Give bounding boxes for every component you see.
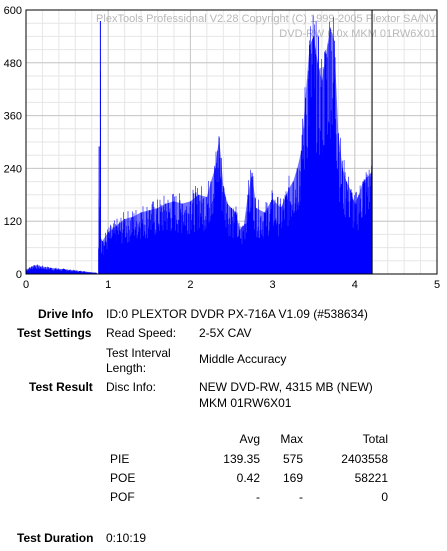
y-tick-label: 480 <box>4 58 22 70</box>
interval-label-line-1: Test Interval <box>106 346 171 360</box>
x-tick-label: 0 <box>23 279 29 291</box>
pie-chart: PlexTools Professional V2.28 Copyright (… <box>4 5 440 291</box>
stats-row-avg: - <box>256 490 260 504</box>
stats-header-total: Total <box>362 432 388 446</box>
stats-row-name: PIE <box>110 452 130 466</box>
disc-info-line-2: MKM 01RW6X01 <box>199 396 292 410</box>
test-duration-label: Test Duration <box>17 531 94 545</box>
y-tick-label: 240 <box>4 163 22 175</box>
interval-label-line-2: Length: <box>106 361 147 375</box>
drive-info-value: ID:0 PLEXTOR DVDR PX-716A V1.09 (#538634… <box>106 307 368 321</box>
stats-row-total: 2403558 <box>341 452 388 466</box>
test-duration-value: 0:10:19 <box>106 531 147 545</box>
y-axis: 0 120 240 360 480 600 <box>4 5 22 281</box>
stats-row-name: POE <box>110 471 136 485</box>
read-speed-value: 2-5X CAV <box>199 326 252 340</box>
disc-info-line-1: NEW DVD-RW, 4315 MB (NEW) <box>199 380 373 394</box>
stats-row-total: 58221 <box>354 471 388 485</box>
stats-row-avg: 0.42 <box>236 471 260 485</box>
y-tick-label: 600 <box>4 5 22 17</box>
stats-row-total: 0 <box>381 490 388 504</box>
y-tick-label: 360 <box>4 111 22 123</box>
series-area <box>25 15 373 274</box>
read-speed-label: Read Speed: <box>106 326 177 340</box>
stats-row-max: 169 <box>282 471 303 485</box>
watermark-line-1: PlexTools Professional V2.28 Copyright (… <box>96 13 437 25</box>
stats-row-max: - <box>299 490 303 504</box>
x-tick-label: 4 <box>352 279 358 291</box>
disc-info-label: Disc Info: <box>106 380 157 394</box>
x-tick-label: 5 <box>434 279 440 291</box>
interval-value: Middle Accuracy <box>199 352 287 366</box>
test-settings-label: Test Settings <box>17 326 92 340</box>
stats-row-name: POF <box>110 490 135 504</box>
drive-info-label: Drive Info <box>38 307 94 321</box>
watermark-line-2: DVD-RW 6.0x MKM 01RW6X01 <box>279 28 436 40</box>
stats-header-max: Max <box>280 432 303 446</box>
stats-row-max: 575 <box>282 452 303 466</box>
x-tick-label: 3 <box>270 279 276 291</box>
stats-row-avg: 139.35 <box>223 452 260 466</box>
y-tick-label: 120 <box>4 216 22 228</box>
y-tick-label: 0 <box>16 269 22 281</box>
x-tick-label: 1 <box>105 279 111 291</box>
plot-frame <box>25 9 438 275</box>
stats-header-avg: Avg <box>239 432 260 446</box>
x-axis: 0 1 2 3 4 5 <box>23 279 440 291</box>
test-result-label: Test Result <box>29 380 93 394</box>
x-tick-label: 2 <box>187 279 193 291</box>
